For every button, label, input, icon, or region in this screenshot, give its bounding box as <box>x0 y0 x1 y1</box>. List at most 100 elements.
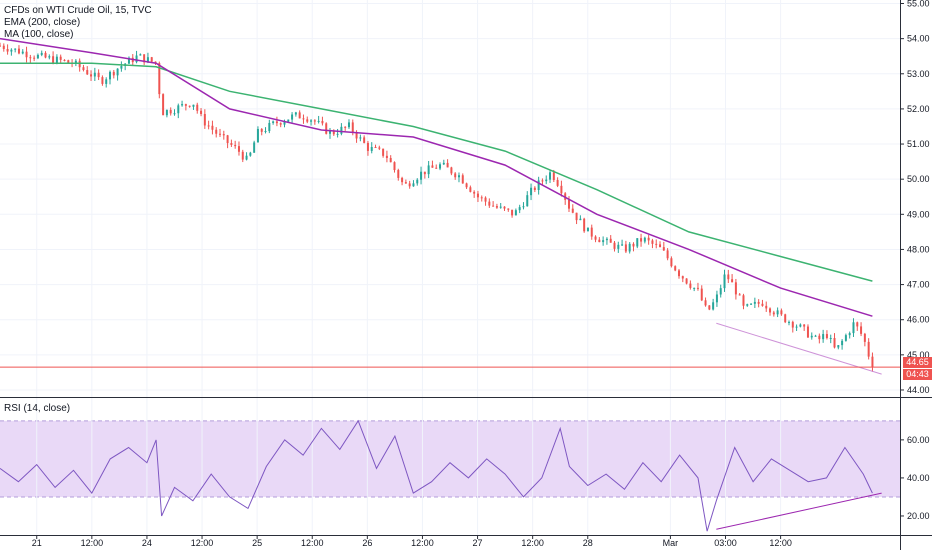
candle <box>420 171 423 180</box>
candle <box>412 183 415 187</box>
candle <box>727 274 730 280</box>
candle <box>613 242 616 249</box>
candle <box>712 302 715 310</box>
candle <box>522 206 525 208</box>
candle <box>700 288 703 301</box>
rsi-band <box>0 420 900 497</box>
x-tick-label: 28 <box>583 538 593 548</box>
candle <box>825 334 828 339</box>
candle <box>256 129 259 143</box>
candle <box>867 341 870 357</box>
candle <box>799 324 802 327</box>
candle <box>332 131 335 135</box>
candle <box>2 45 5 50</box>
candle <box>59 56 62 60</box>
candle <box>40 52 43 55</box>
candle <box>507 208 510 210</box>
candle <box>681 276 684 279</box>
candle <box>746 304 749 306</box>
candle <box>192 104 195 107</box>
candle <box>325 123 328 134</box>
candle <box>135 55 138 63</box>
candle <box>503 206 506 209</box>
candle <box>602 240 605 243</box>
x-tick-label: 12:00 <box>769 538 792 548</box>
candle <box>761 303 764 306</box>
candle <box>776 310 779 315</box>
y-tick-label: 53.00 <box>907 69 930 79</box>
candle <box>291 114 294 120</box>
candle <box>738 294 741 296</box>
candle <box>605 238 608 241</box>
candle <box>146 57 149 63</box>
candle <box>385 155 388 158</box>
candle <box>643 237 646 242</box>
candle <box>211 125 214 130</box>
ema-legend: EMA (200, close) <box>4 17 81 28</box>
y-tick-label: 52.00 <box>907 104 930 114</box>
candle <box>351 122 354 133</box>
candle <box>162 94 165 116</box>
candle <box>806 326 809 338</box>
candle <box>184 104 187 106</box>
candle <box>473 191 476 194</box>
candle <box>150 57 153 62</box>
candle <box>14 48 17 50</box>
candle <box>647 237 650 241</box>
candle <box>791 321 794 328</box>
candle <box>590 227 593 237</box>
candle <box>655 243 658 245</box>
rsi-tick-label: 20.00 <box>907 511 930 521</box>
candle <box>571 208 574 213</box>
candle <box>837 345 840 348</box>
candle <box>431 165 434 168</box>
candle <box>245 155 248 160</box>
candle <box>457 175 460 178</box>
candle <box>822 334 825 340</box>
candle <box>495 206 498 208</box>
candle <box>36 54 39 59</box>
candle <box>871 356 874 368</box>
candle <box>628 243 631 252</box>
candle <box>530 187 533 196</box>
candle <box>321 120 324 124</box>
candle <box>203 113 206 126</box>
candle <box>696 287 699 289</box>
candle <box>401 177 404 183</box>
candle <box>329 131 332 134</box>
candle <box>310 120 313 122</box>
candle <box>814 335 817 337</box>
candle <box>29 57 32 59</box>
candle <box>226 135 229 144</box>
candle <box>275 121 278 124</box>
candle <box>283 121 286 125</box>
candle <box>818 335 821 340</box>
candle <box>787 321 790 323</box>
candle <box>105 79 108 84</box>
candle <box>177 105 180 114</box>
candle <box>844 335 847 341</box>
candle <box>200 110 203 114</box>
candle <box>579 218 582 221</box>
candle <box>234 144 237 147</box>
candle <box>670 258 673 267</box>
candle <box>640 238 643 242</box>
candle <box>651 240 654 244</box>
candle <box>219 133 222 135</box>
rsi-line <box>0 419 873 532</box>
candle <box>188 105 191 107</box>
candle <box>237 146 240 152</box>
candle <box>469 187 472 192</box>
candle <box>533 187 536 190</box>
candle <box>25 51 28 58</box>
candle <box>317 120 320 122</box>
candle <box>632 243 635 247</box>
candle <box>693 287 696 289</box>
candle <box>757 301 760 304</box>
candle <box>6 49 9 52</box>
candle <box>127 57 130 64</box>
candle <box>340 126 343 134</box>
candle <box>347 122 350 128</box>
